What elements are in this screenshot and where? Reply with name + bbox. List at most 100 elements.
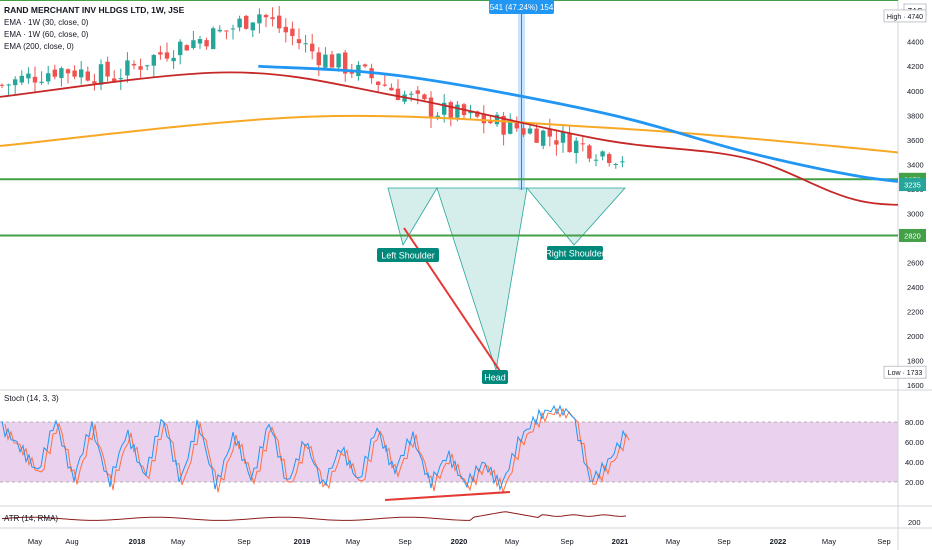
ema-60-line	[258, 64, 898, 183]
time-tick: May	[171, 537, 185, 546]
candle-body	[455, 104, 460, 118]
candle-body	[389, 87, 394, 91]
svg-text:3235: 3235	[904, 181, 921, 190]
stoch-divergence-line	[384, 491, 511, 501]
stoch-tick: 20.00	[905, 478, 924, 487]
candle-body	[600, 151, 605, 157]
time-tick: May	[822, 537, 836, 546]
candle-body	[593, 159, 599, 161]
candle-body	[527, 128, 533, 134]
candle-body	[376, 81, 381, 85]
svg-text:Low · 1733: Low · 1733	[888, 370, 923, 377]
atr-label: ATR (14, RMA)	[4, 514, 58, 523]
atr-line	[1, 511, 627, 521]
candle-body	[290, 28, 295, 37]
candle-body	[547, 129, 552, 137]
ema-30-line	[0, 71, 898, 206]
left-shoulder-callout: Left Shoulder	[377, 248, 439, 262]
candle-body	[343, 52, 348, 74]
right-shoulder-label: Right Shoulder	[545, 249, 605, 259]
candle-body	[494, 114, 500, 125]
candle-body	[395, 88, 401, 101]
time-tick: Sep	[717, 537, 730, 546]
candle-body	[19, 75, 24, 83]
time-tick: 2021	[612, 537, 629, 546]
price-tick: 2200	[907, 308, 924, 317]
time-tick: May	[505, 537, 519, 546]
candle-body	[164, 52, 170, 59]
candle-body	[277, 15, 282, 29]
candle-body	[613, 163, 618, 165]
candle-body	[72, 70, 77, 77]
price-tick: 4400	[907, 38, 924, 47]
time-axis[interactable]: May Aug 2018 May Sep 2019 May Sep 2020 May Sep 2021…	[28, 537, 891, 546]
candle-body	[92, 81, 97, 84]
candle-body	[46, 73, 51, 82]
candle-body	[151, 54, 156, 66]
candle-body	[0, 84, 5, 86]
time-tick: May	[346, 537, 360, 546]
price-pane	[0, 0, 898, 381]
candle-body	[217, 29, 222, 32]
ema-200-line	[0, 114, 898, 154]
price-tick: 1600	[907, 381, 924, 390]
candle-body	[316, 52, 321, 66]
candle-body	[145, 65, 150, 67]
candle-body	[521, 128, 526, 135]
candle-body	[296, 39, 302, 44]
left-shoulder-pattern	[387, 187, 438, 247]
candle-body	[237, 18, 242, 28]
candle-body	[158, 52, 163, 55]
candle-body	[422, 94, 427, 100]
candle-body	[442, 102, 447, 115]
candle-body	[428, 97, 434, 118]
candle-body	[514, 121, 519, 129]
head-callout: Head	[482, 370, 508, 384]
candle-body	[323, 54, 328, 68]
candle-body	[131, 63, 137, 66]
stoch-label: Stoch (14, 3, 3)	[4, 394, 59, 403]
measure-label-box: 1541 (47.24%) 1541	[485, 0, 558, 14]
indicator-ema200-label: EMA (200, close, 0)	[4, 42, 74, 51]
candle-body	[118, 78, 123, 80]
price-tick: 4200	[907, 62, 924, 71]
candle-body	[303, 43, 308, 45]
candle-body	[362, 64, 368, 67]
candle-body	[98, 64, 104, 85]
candle-body	[554, 140, 559, 145]
candle-body	[263, 14, 269, 18]
atr-tick: 200	[908, 518, 921, 527]
head-label: Head	[484, 373, 506, 383]
stoch-tick: 80.00	[905, 418, 924, 427]
price-tick: 2600	[907, 258, 924, 267]
candle-body	[541, 130, 546, 146]
candle-body	[191, 40, 196, 49]
candle-body	[6, 84, 11, 86]
time-tick: May	[28, 537, 42, 546]
price-level-badge: 2820	[899, 228, 926, 242]
price-level-badge: 3235	[899, 178, 926, 192]
candle-body	[85, 71, 90, 81]
candle-body	[244, 15, 249, 29]
candle-body	[534, 128, 539, 143]
candle-body	[257, 14, 262, 24]
svg-text:High · 4740: High · 4740	[887, 14, 923, 21]
right-shoulder-pattern	[526, 187, 626, 246]
stoch-pane: Stoch (14, 3, 3) 80.00 60.00 40.00 20.00	[0, 394, 924, 501]
candle-body	[329, 54, 335, 68]
candle-body	[310, 43, 315, 52]
price-axis[interactable]: 1600180020002200240026002800300032003400…	[907, 13, 924, 390]
candle-body	[65, 69, 71, 74]
price-tick: 3000	[907, 209, 924, 218]
candle-body	[184, 45, 189, 51]
candle-body	[32, 76, 38, 83]
svg-text:2820: 2820	[904, 231, 921, 240]
candle-body	[39, 81, 44, 83]
price-tick: 3800	[907, 111, 924, 120]
price-tick: 3400	[907, 160, 924, 169]
left-shoulder-label: Left Shoulder	[381, 251, 435, 261]
right-shoulder-callout: Right Shoulder	[545, 246, 605, 260]
time-tick: 2022	[770, 537, 787, 546]
price-tick: 2000	[907, 332, 924, 341]
candle-body	[79, 69, 84, 78]
